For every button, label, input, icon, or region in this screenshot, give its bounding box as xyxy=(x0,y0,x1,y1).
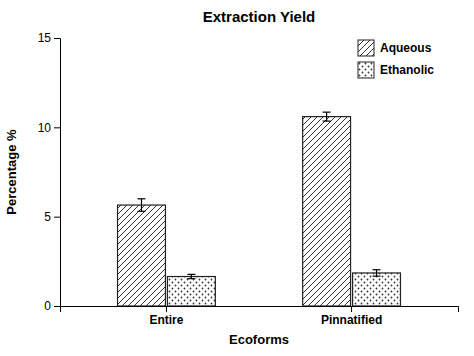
legend-label: Ethanolic xyxy=(380,63,434,77)
error-line xyxy=(376,270,377,276)
legend-item: Aqueous xyxy=(358,40,432,56)
bar xyxy=(118,205,166,306)
x-axis-title: Ecoforms xyxy=(229,332,289,347)
chart: 0 5 10 15 Entire Pinnatified Aqueous Ethanolic E… xyxy=(0,0,474,356)
y-axis-title: Percentage % xyxy=(4,129,19,215)
tick-mark xyxy=(54,306,60,307)
y-axis: 0 5 10 15 xyxy=(38,31,61,313)
axis-line xyxy=(54,39,61,307)
error-line xyxy=(141,199,142,212)
error-cap xyxy=(187,278,195,279)
error-cap xyxy=(187,274,195,275)
legend-swatch xyxy=(358,62,374,78)
legend: Aqueous Ethanolic xyxy=(358,40,434,78)
tick: 5 xyxy=(44,210,60,224)
tick-label: Entire xyxy=(149,313,183,327)
marks xyxy=(118,112,401,306)
bar xyxy=(353,273,401,306)
error-cap xyxy=(323,112,331,113)
tick-label: 0 xyxy=(44,299,51,313)
series xyxy=(118,112,351,306)
legend-swatch xyxy=(358,40,374,56)
error-bar xyxy=(373,270,381,276)
tick-label: 5 xyxy=(44,210,51,224)
tick-mark xyxy=(166,306,167,312)
tick: 15 xyxy=(38,31,60,45)
error-cap xyxy=(373,269,381,270)
tick: Entire xyxy=(149,306,183,327)
legend-label: Aqueous xyxy=(380,41,432,55)
error-line xyxy=(191,274,192,278)
error-line xyxy=(326,112,327,121)
tick-mark xyxy=(54,127,60,128)
tick: 0 xyxy=(44,299,60,313)
error-bar xyxy=(187,274,195,278)
bar xyxy=(167,277,215,306)
x-axis: Entire Pinnatified xyxy=(61,306,459,327)
series xyxy=(167,270,400,306)
tick-mark xyxy=(54,38,60,39)
error-bar xyxy=(323,112,331,121)
tick-mark xyxy=(351,306,352,312)
axis-line xyxy=(61,307,459,313)
title: Extraction Yield xyxy=(203,8,316,25)
tick-label: 15 xyxy=(38,31,52,45)
error-cap xyxy=(137,211,145,212)
tick-label: Pinnatified xyxy=(321,313,382,327)
bar xyxy=(303,117,351,306)
tick: 10 xyxy=(38,121,60,135)
legend-item: Ethanolic xyxy=(358,62,434,78)
plot: 0 5 10 15 Entire Pinnatified Aqueous Ethanolic xyxy=(38,31,459,326)
error-cap xyxy=(323,120,331,121)
tick-mark xyxy=(54,217,60,218)
error-bar xyxy=(137,199,145,212)
error-cap xyxy=(373,276,381,277)
tick-label: 10 xyxy=(38,121,52,135)
tick: Pinnatified xyxy=(321,306,382,327)
error-cap xyxy=(137,198,145,199)
